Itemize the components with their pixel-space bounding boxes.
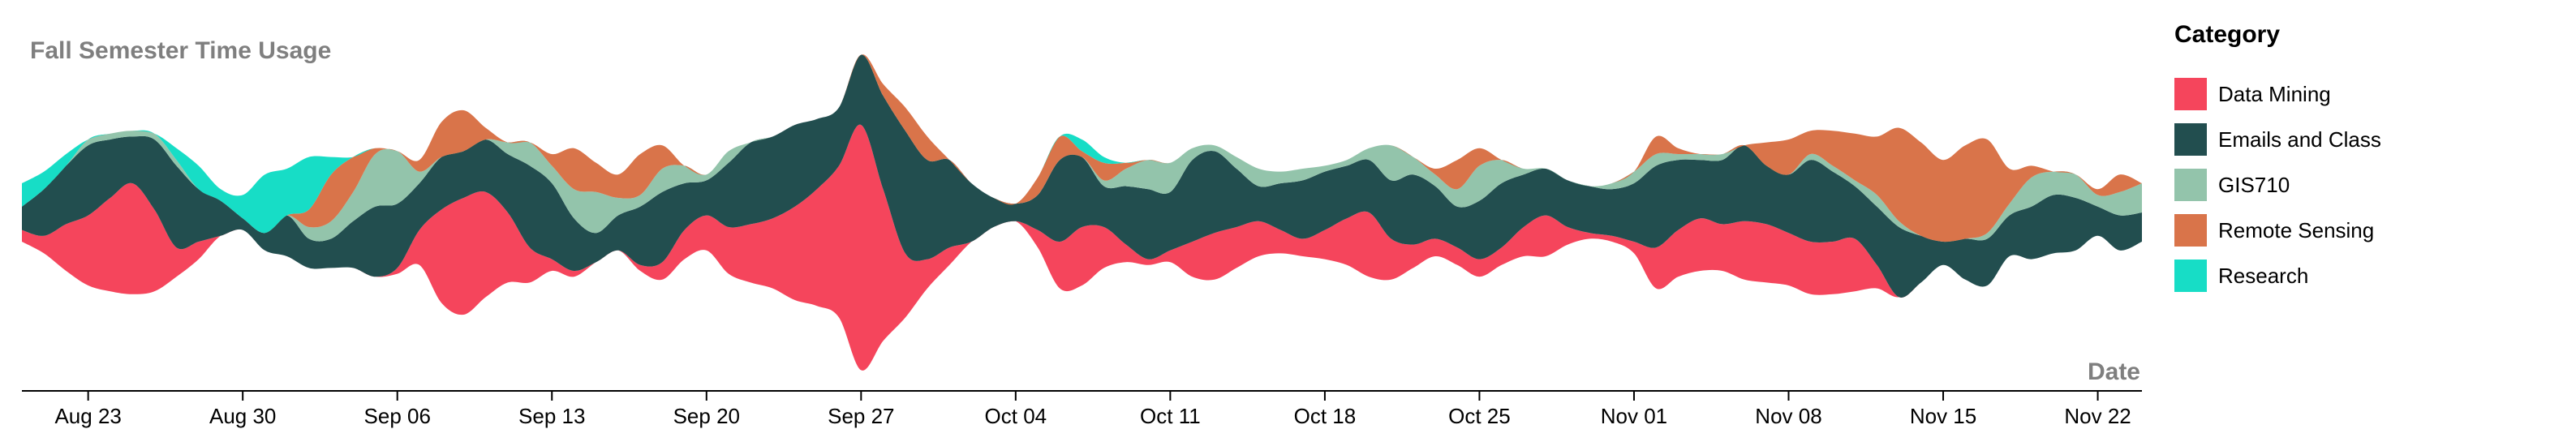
x-tick-label: Aug 23 (54, 404, 121, 428)
x-tick-label: Oct 18 (1294, 404, 1357, 428)
x-tick-label: Oct 11 (1140, 404, 1201, 428)
legend-label[interactable]: Research (2218, 264, 2308, 288)
x-tick-label: Nov 01 (1601, 404, 1667, 428)
legend-label[interactable]: Remote Sensing (2218, 218, 2374, 242)
x-tick-label: Nov 15 (1910, 404, 1976, 428)
legend-swatch[interactable] (2174, 169, 2207, 201)
stream-data-mining[interactable] (22, 124, 2142, 371)
legend-items: Data Mining Emails and Class GIS710 Remote … (2174, 78, 2381, 292)
x-tick-label: Aug 30 (209, 404, 276, 428)
x-tick-label: Oct 04 (985, 404, 1047, 428)
stream-remote-sensing[interactable] (22, 54, 2142, 242)
x-axis-title: Date (2088, 358, 2140, 385)
x-tick-label: Sep 13 (518, 404, 585, 428)
x-axis: Aug 23 Aug 30 Sep 06 Sep 13 Sep 20 Sep 27 Oct … (22, 390, 2142, 428)
x-tick-label: Nov 22 (2064, 404, 2131, 428)
x-tick-label: Sep 20 (673, 404, 740, 428)
x-tick-label: Sep 06 (364, 404, 431, 428)
legend: Category Data Mining Emails and Class GIS7… (2174, 21, 2381, 292)
legend-label[interactable]: Data Mining (2218, 82, 2331, 106)
legend-swatch[interactable] (2174, 214, 2207, 247)
legend-title: Category (2174, 21, 2280, 48)
stream-research[interactable] (22, 54, 2142, 234)
x-tick-label: Sep 27 (828, 404, 894, 428)
x-tick-label: Oct 25 (1448, 404, 1511, 428)
stream-emails-and-class[interactable] (22, 54, 2142, 298)
legend-swatch[interactable] (2174, 123, 2207, 156)
legend-swatch[interactable] (2174, 78, 2207, 110)
stream-layers (22, 54, 2142, 371)
legend-label[interactable]: GIS710 (2218, 173, 2290, 197)
legend-swatch[interactable] (2174, 260, 2207, 292)
chart-title: Fall Semester Time Usage (30, 37, 331, 64)
x-tick-label: Nov 08 (1755, 404, 1821, 428)
legend-label[interactable]: Emails and Class (2218, 127, 2381, 152)
x-axis-ticks: Aug 23 Aug 30 Sep 06 Sep 13 Sep 20 Sep 27 Oct … (54, 391, 2131, 428)
